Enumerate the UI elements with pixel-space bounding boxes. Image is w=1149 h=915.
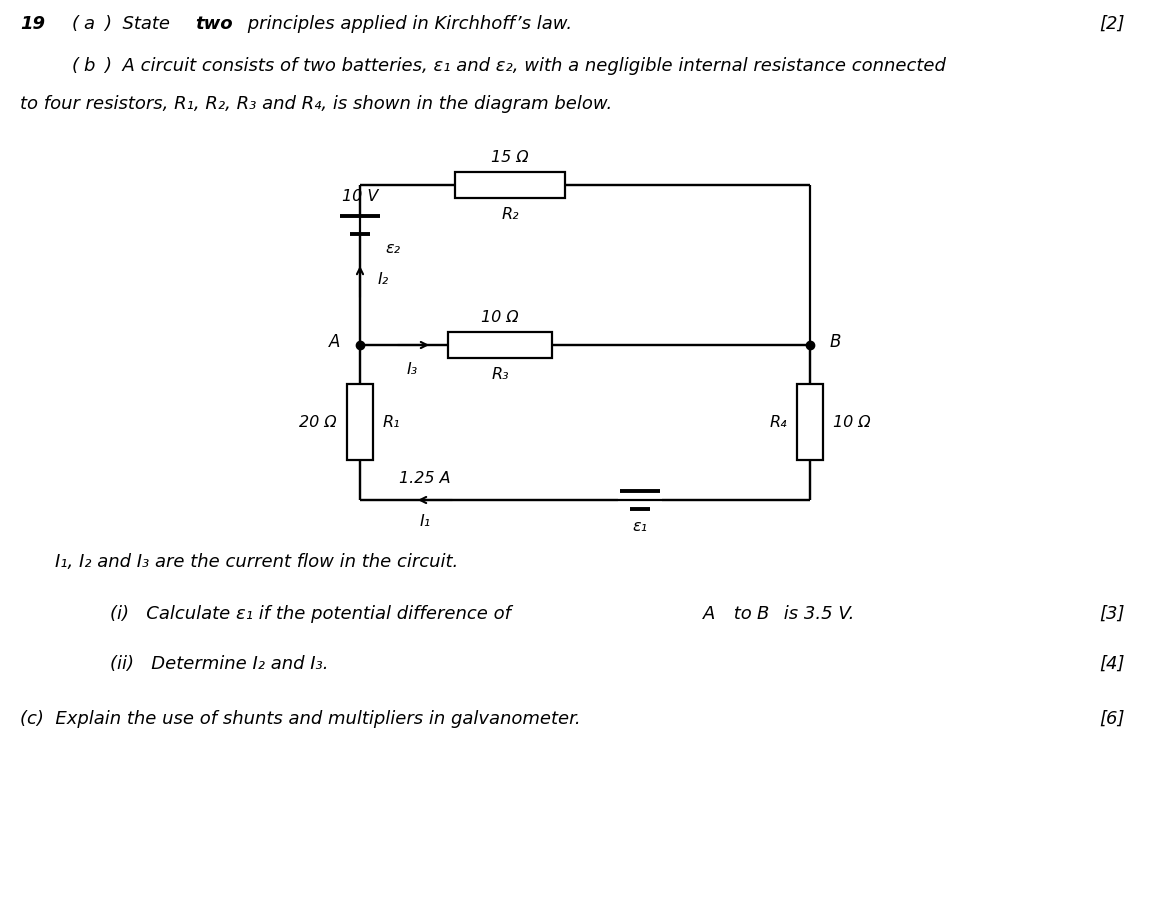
Text: [3]: [3] [1100,605,1125,623]
Text: I₂: I₂ [378,273,390,287]
Text: B: B [757,605,770,623]
FancyBboxPatch shape [448,332,552,358]
Text: A: A [703,605,716,623]
Text: 10 Ω: 10 Ω [481,310,519,325]
Text: two: two [195,15,232,33]
Text: I₁, I₂ and I₃ are the current flow in the circuit.: I₁, I₂ and I₃ are the current flow in th… [55,553,458,571]
Text: principles applied in Kirchhoff’s law.: principles applied in Kirchhoff’s law. [242,15,572,33]
FancyBboxPatch shape [455,172,565,198]
Text: to four resistors, R₁, R₂, R₃ and R₄, is shown in the diagram below.: to four resistors, R₁, R₂, R₃ and R₄, is… [20,95,612,113]
Text: 10 V: 10 V [341,189,378,204]
Text: B: B [830,333,841,351]
Text: [4]: [4] [1100,655,1125,673]
Text: 19: 19 [20,15,45,33]
Text: )  A circuit consists of two batteries, ε₁ and ε₂, with a negligible internal re: ) A circuit consists of two batteries, ε… [105,57,946,75]
Text: to: to [728,605,757,623]
Text: is 3.5 V.: is 3.5 V. [778,605,855,623]
Text: R₃: R₃ [492,367,509,382]
Text: (i)   Calculate ε₁ if the potential difference of: (i) Calculate ε₁ if the potential differ… [110,605,517,623]
Text: (c)  Explain the use of shunts and multipliers in galvanometer.: (c) Explain the use of shunts and multip… [20,710,580,728]
Text: R₄: R₄ [770,415,787,430]
Text: a: a [83,15,94,33]
Text: b: b [83,57,94,75]
Text: [6]: [6] [1100,710,1125,728]
Text: (ii)   Determine I₂ and I₃.: (ii) Determine I₂ and I₃. [110,655,329,673]
Text: ε₁: ε₁ [632,519,648,534]
Text: ε₂: ε₂ [385,241,400,256]
Text: I₁: I₁ [419,514,431,529]
Text: 1.25 A: 1.25 A [399,471,450,486]
Text: 10 Ω: 10 Ω [833,415,871,430]
FancyBboxPatch shape [797,384,823,460]
Text: (: ( [72,15,79,33]
Text: (: ( [72,57,79,75]
Text: )  State: ) State [105,15,176,33]
Text: 20 Ω: 20 Ω [300,415,337,430]
Text: [2]: [2] [1100,15,1125,33]
Text: R₂: R₂ [501,207,518,222]
Text: R₁: R₁ [383,415,401,430]
Text: I₃: I₃ [407,362,417,377]
Text: 15 Ω: 15 Ω [491,150,529,165]
Text: A: A [329,333,340,351]
FancyBboxPatch shape [347,384,373,460]
